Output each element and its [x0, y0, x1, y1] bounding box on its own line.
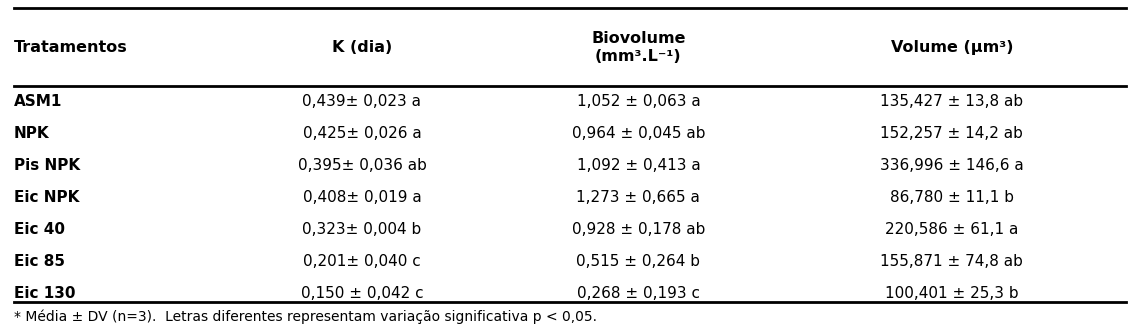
- Text: 336,996 ± 146,6 a: 336,996 ± 146,6 a: [880, 158, 1024, 173]
- Text: 135,427 ± 13,8 ab: 135,427 ± 13,8 ab: [880, 94, 1024, 109]
- Text: 86,780 ± 11,1 b: 86,780 ± 11,1 b: [890, 190, 1013, 205]
- Text: 1,092 ± 0,413 a: 1,092 ± 0,413 a: [577, 158, 700, 173]
- Text: Volume (μm³): Volume (μm³): [890, 40, 1013, 54]
- Text: 1,273 ± 0,665 a: 1,273 ± 0,665 a: [577, 190, 700, 205]
- Text: 0,439± 0,023 a: 0,439± 0,023 a: [302, 94, 422, 109]
- Text: 0,323± 0,004 b: 0,323± 0,004 b: [302, 222, 422, 237]
- Text: 0,515 ± 0,264 b: 0,515 ± 0,264 b: [577, 254, 700, 269]
- Text: 0,268 ± 0,193 c: 0,268 ± 0,193 c: [577, 286, 700, 301]
- Text: 0,964 ± 0,045 ab: 0,964 ± 0,045 ab: [571, 126, 706, 141]
- Text: 100,401 ± 25,3 b: 100,401 ± 25,3 b: [885, 286, 1019, 301]
- Text: Tratamentos: Tratamentos: [14, 40, 128, 54]
- Text: K (dia): K (dia): [332, 40, 392, 54]
- Text: Eic NPK: Eic NPK: [14, 190, 79, 205]
- Text: Pis NPK: Pis NPK: [14, 158, 80, 173]
- Text: NPK: NPK: [14, 126, 49, 141]
- Text: ASM1: ASM1: [14, 94, 62, 109]
- Text: Eic 85: Eic 85: [14, 254, 65, 269]
- Text: 1,052 ± 0,063 a: 1,052 ± 0,063 a: [577, 94, 700, 109]
- Text: Eic 40: Eic 40: [14, 222, 65, 237]
- Text: 0,425± 0,026 a: 0,425± 0,026 a: [302, 126, 422, 141]
- Text: 220,586 ± 61,1 a: 220,586 ± 61,1 a: [886, 222, 1018, 237]
- Text: 155,871 ± 74,8 ab: 155,871 ± 74,8 ab: [880, 254, 1024, 269]
- Text: 0,928 ± 0,178 ab: 0,928 ± 0,178 ab: [572, 222, 705, 237]
- Text: 0,201± 0,040 c: 0,201± 0,040 c: [303, 254, 421, 269]
- Text: * Média ± DV (n=3).  Letras diferentes representam variação significativa p < 0,: * Média ± DV (n=3). Letras diferentes re…: [14, 309, 596, 324]
- Text: 152,257 ± 14,2 ab: 152,257 ± 14,2 ab: [880, 126, 1024, 141]
- Text: 0,150 ± 0,042 c: 0,150 ± 0,042 c: [301, 286, 423, 301]
- Text: Eic 130: Eic 130: [14, 286, 75, 301]
- Text: Biovolume
(mm³.L⁻¹): Biovolume (mm³.L⁻¹): [592, 31, 685, 64]
- Text: 0,408± 0,019 a: 0,408± 0,019 a: [302, 190, 422, 205]
- Text: 0,395± 0,036 ab: 0,395± 0,036 ab: [298, 158, 426, 173]
